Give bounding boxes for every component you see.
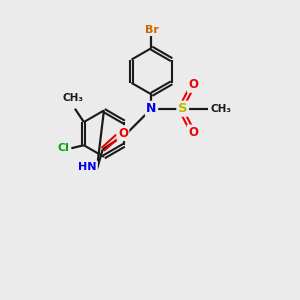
Text: HN: HN [78,162,97,172]
Text: S: S [178,102,188,115]
Text: O: O [118,127,128,140]
Text: O: O [188,78,198,92]
Text: CH₃: CH₃ [211,104,232,114]
Text: CH₃: CH₃ [63,93,84,103]
Text: N: N [146,102,157,115]
Text: Br: Br [145,25,158,34]
Text: Cl: Cl [57,143,69,153]
Text: O: O [188,126,198,139]
